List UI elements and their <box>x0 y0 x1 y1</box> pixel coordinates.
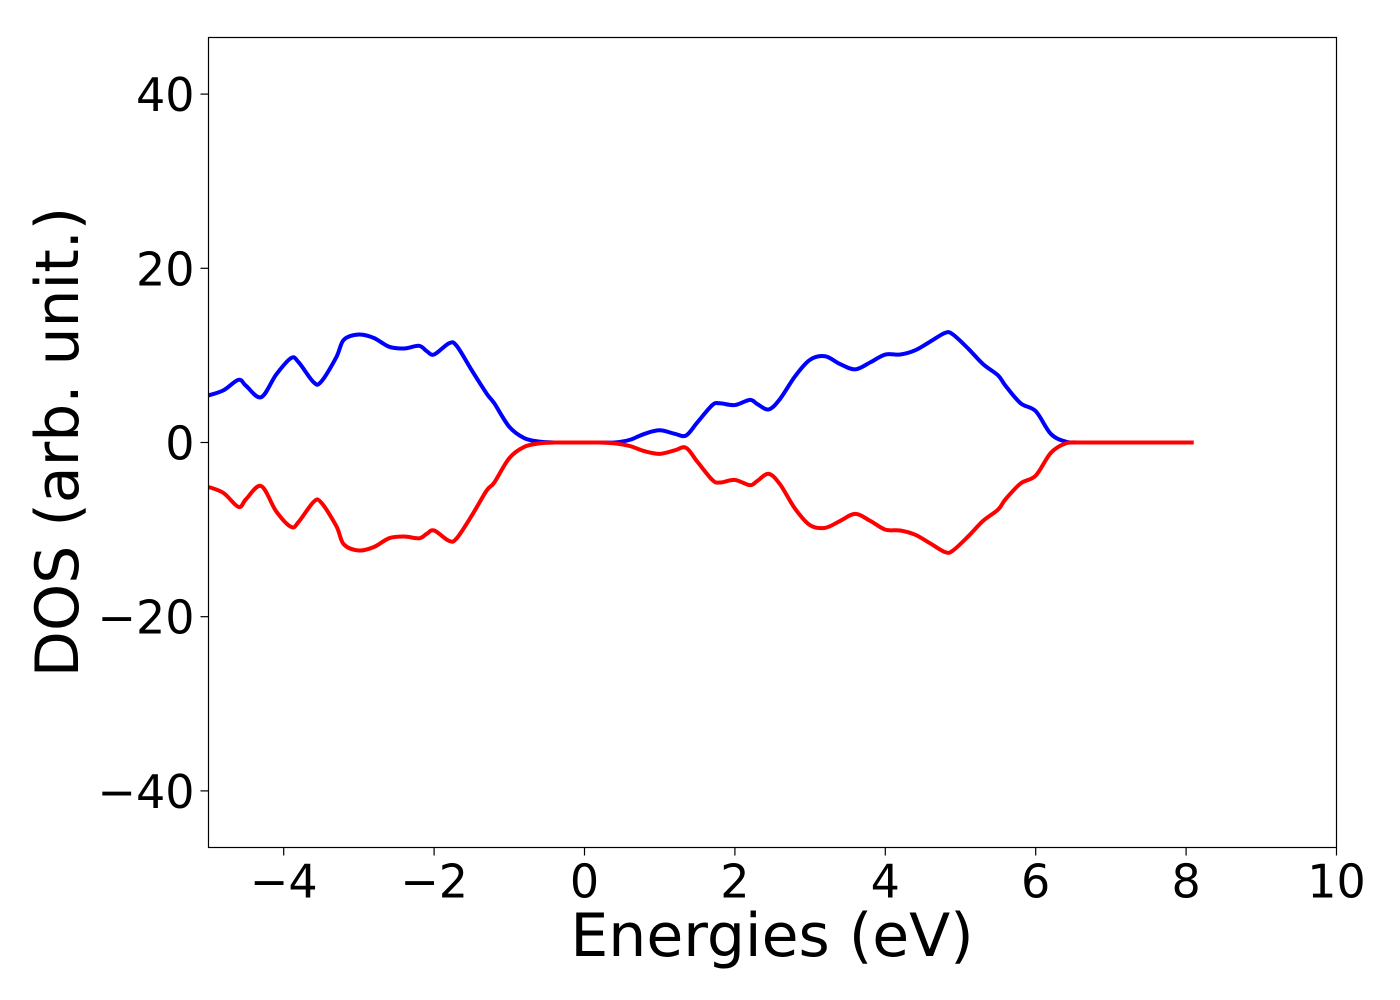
series-layer <box>207 330 1194 555</box>
x-tick-label: 6 <box>1021 855 1050 909</box>
series-line-0 <box>207 330 1194 445</box>
y-axis-ticks: −40 −20 0 20 40 <box>97 68 209 819</box>
x-tick-label: −2 <box>400 855 468 909</box>
y-tick-label: 0 <box>165 417 194 471</box>
y-tick-label: −40 <box>97 765 194 819</box>
x-tick-label: 0 <box>570 855 599 909</box>
y-axis-title: DOS (arb. unit.) <box>23 207 93 677</box>
y-tick-label: 40 <box>136 68 195 122</box>
x-axis-ticks: −4 −2 0 2 4 6 8 10 <box>250 847 1366 909</box>
x-tick-label: 10 <box>1307 855 1366 909</box>
x-tick-label: 2 <box>720 855 749 909</box>
x-tick-label: −4 <box>250 855 318 909</box>
x-tick-label: 8 <box>1171 855 1200 909</box>
x-axis-title: Energies (eV) <box>570 901 973 971</box>
y-tick-label: −20 <box>97 591 194 645</box>
x-tick-label: 4 <box>871 855 900 909</box>
series-line-1 <box>207 440 1194 555</box>
y-tick-label: 20 <box>136 242 195 296</box>
